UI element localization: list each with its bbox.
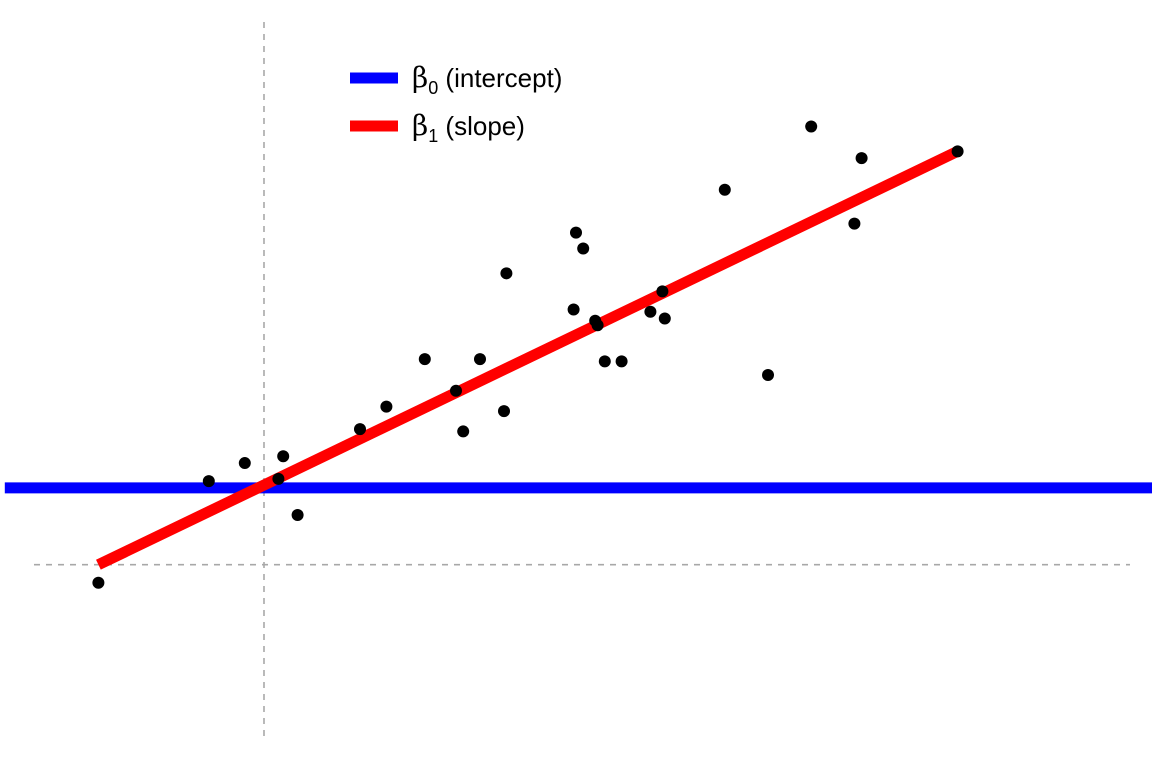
- data-point: [567, 303, 580, 316]
- data-point: [658, 312, 671, 325]
- data-point: [277, 450, 290, 463]
- data-point: [805, 120, 818, 133]
- data-point: [656, 285, 669, 298]
- data-point: [354, 423, 366, 436]
- data-point: [848, 217, 861, 230]
- data-point: [762, 368, 774, 381]
- data-point: [380, 400, 393, 413]
- data-point: [474, 353, 486, 366]
- data-point: [644, 305, 657, 318]
- data-points: [92, 120, 964, 589]
- data-point: [615, 355, 628, 368]
- data-point: [92, 576, 105, 589]
- legend: β0 (intercept) β1 (slope): [350, 61, 562, 146]
- data-point: [291, 509, 304, 522]
- data-point: [855, 152, 868, 165]
- data-point: [500, 267, 513, 280]
- data-point: [577, 242, 590, 255]
- data-point: [202, 475, 215, 488]
- data-point: [591, 319, 604, 332]
- legend-label: β0 (intercept): [412, 61, 562, 98]
- data-point: [718, 183, 731, 196]
- reference-lines: [34, 22, 1130, 736]
- data-point: [272, 472, 285, 485]
- data-point: [450, 384, 462, 397]
- data-point: [457, 425, 470, 438]
- series-lines: [4, 146, 1152, 570]
- data-point: [238, 457, 251, 470]
- data-point: [570, 226, 582, 239]
- data-point: [598, 355, 611, 368]
- slope-line: [96, 146, 960, 570]
- data-point: [418, 353, 431, 366]
- legend-label: β1 (slope): [412, 109, 525, 146]
- data-point: [951, 145, 964, 158]
- data-point: [498, 405, 510, 418]
